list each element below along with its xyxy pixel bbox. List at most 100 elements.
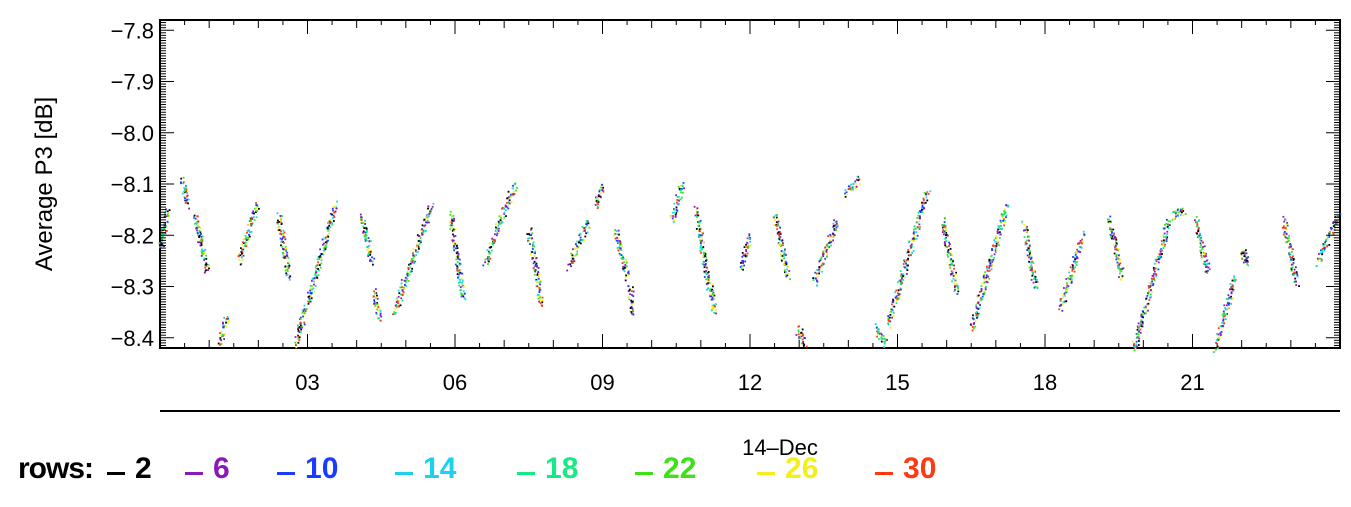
data-point [996, 236, 998, 239]
data-point [1179, 214, 1182, 216]
data-point [1165, 240, 1168, 242]
data-point [707, 277, 709, 280]
data-point [992, 249, 994, 251]
data-point [314, 285, 317, 287]
x-tick-label: 09 [590, 370, 614, 395]
data-point [399, 304, 402, 307]
data-point [712, 305, 714, 308]
data-point [319, 266, 322, 269]
data-point [1292, 259, 1295, 261]
data-point [777, 220, 780, 223]
data-point [180, 182, 182, 185]
data-point [801, 328, 804, 331]
data-point [250, 231, 253, 233]
data-point [222, 321, 224, 324]
data-point [832, 222, 835, 225]
data-point [400, 282, 403, 285]
data-point [982, 293, 985, 295]
data-point [1159, 255, 1161, 257]
data-point [676, 209, 679, 212]
data-point [183, 190, 185, 193]
data-point [924, 201, 927, 204]
data-point [420, 229, 423, 232]
data-point [1031, 269, 1033, 272]
data-point [200, 233, 202, 235]
data-point [313, 283, 315, 286]
data-point [1035, 281, 1037, 283]
data-point [745, 243, 747, 246]
data-point [1112, 234, 1115, 237]
data-point [372, 295, 375, 298]
data-point [201, 238, 204, 241]
data-point [202, 249, 204, 252]
data-point [486, 257, 489, 260]
data-point [329, 219, 332, 221]
data-point [1115, 255, 1118, 257]
data-point [430, 210, 432, 213]
data-point [905, 267, 908, 270]
data-point [458, 255, 460, 258]
data-point [421, 228, 423, 231]
data-point [942, 227, 945, 230]
data-point [326, 242, 328, 245]
data-point [669, 216, 672, 218]
data-point [783, 263, 786, 266]
data-point [539, 302, 542, 305]
data-point [740, 268, 743, 270]
data-point [902, 279, 905, 281]
data-point [283, 236, 286, 238]
data-point [897, 294, 900, 296]
data-point [883, 338, 886, 340]
data-point [973, 322, 976, 324]
data-point [891, 303, 893, 306]
data-point [980, 290, 983, 293]
data-point [1060, 303, 1063, 306]
data-point [781, 239, 784, 242]
data-point [534, 269, 537, 271]
data-point [1162, 239, 1165, 242]
data-point [535, 280, 538, 282]
data-point [704, 253, 707, 255]
data-point [1026, 254, 1029, 257]
data-point [854, 185, 857, 188]
data-point [377, 304, 379, 306]
data-point [877, 328, 879, 331]
data-point [1065, 290, 1068, 293]
data-point [250, 224, 253, 227]
data-point [228, 319, 231, 321]
data-point [368, 251, 370, 254]
data-points [158, 175, 1342, 353]
data-point [393, 313, 396, 315]
data-point [1223, 322, 1225, 325]
data-point [984, 271, 987, 274]
data-point [201, 253, 203, 256]
data-point [893, 305, 896, 308]
data-point [621, 255, 624, 258]
data-point [920, 207, 923, 209]
data-point [1059, 298, 1062, 301]
data-point [243, 245, 246, 248]
data-point [816, 284, 818, 287]
data-point [510, 193, 512, 196]
data-point [1332, 220, 1335, 223]
data-point [1111, 231, 1113, 233]
data-point [197, 241, 199, 244]
data-point [1166, 218, 1168, 221]
data-point [200, 242, 203, 245]
data-point [1230, 291, 1233, 294]
data-point [186, 198, 188, 201]
data-point [913, 240, 915, 242]
data-point [1197, 227, 1200, 229]
data-point [696, 216, 698, 218]
data-point [904, 266, 906, 269]
data-point [704, 252, 706, 254]
data-point [369, 260, 371, 262]
data-point [1179, 210, 1182, 212]
data-point [220, 340, 223, 343]
data-point [1203, 253, 1206, 256]
data-point [1025, 239, 1028, 242]
data-point [741, 255, 744, 258]
data-point [309, 292, 312, 295]
data-point [1200, 239, 1203, 242]
data-point [597, 199, 600, 202]
